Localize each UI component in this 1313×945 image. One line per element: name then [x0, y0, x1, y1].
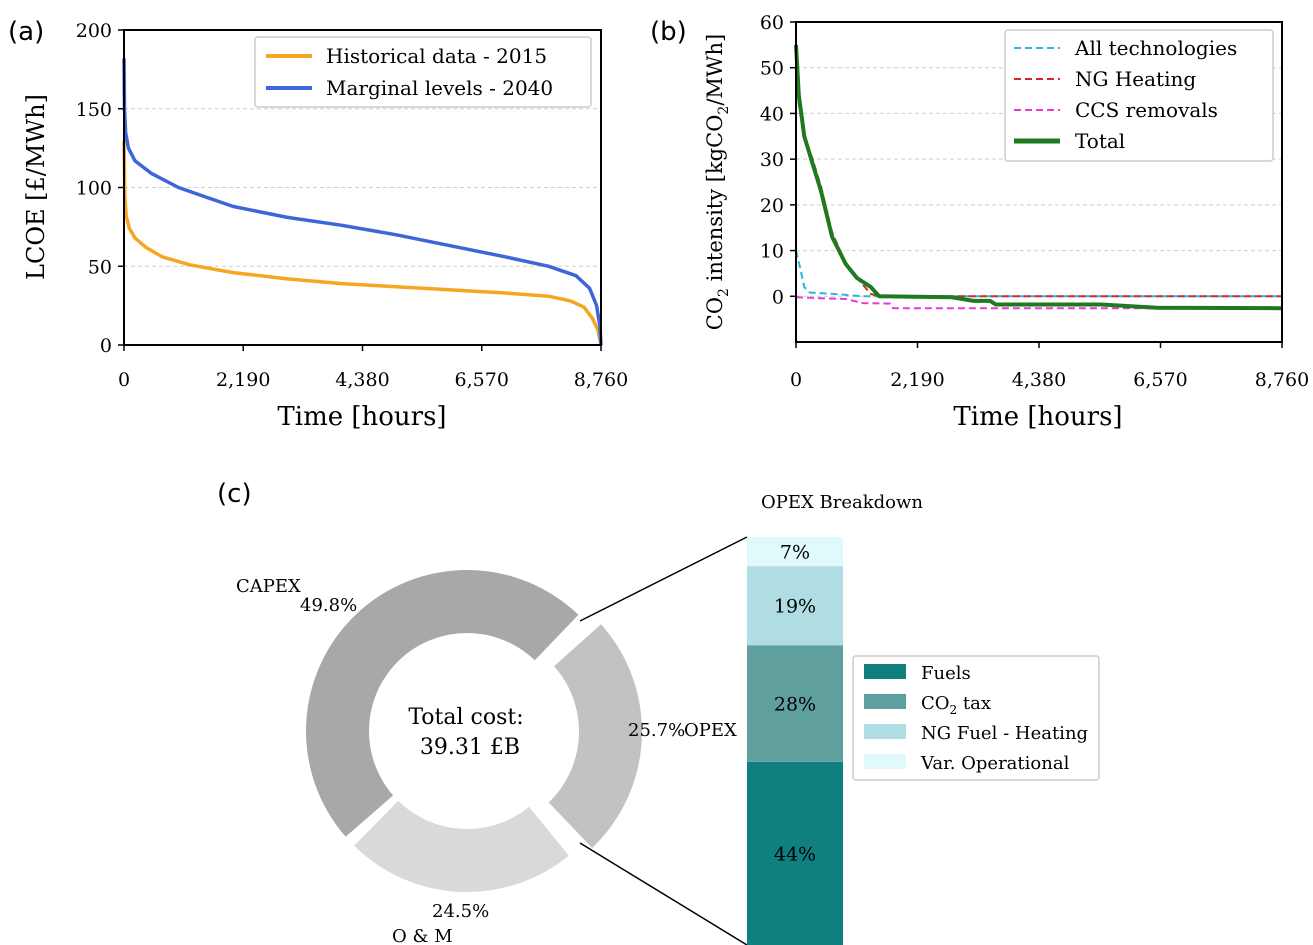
donut-slice-capex: [305, 569, 579, 837]
slice-value-opex: 25.7%: [628, 720, 685, 741]
x-tick-label: 4,380: [1012, 369, 1066, 391]
donut-slice-opex: [548, 624, 642, 848]
opex-legend: Fuels CO2 tax NG Fuel - Heating Var. Ope…: [852, 655, 1100, 781]
legend-label-ng-heating: NG Heating: [1075, 67, 1196, 91]
legend-label-total: Total: [1075, 129, 1125, 153]
panel-a-label: (a): [8, 17, 44, 47]
cost-donut: [305, 569, 642, 892]
legend-swatch-ng-fuel-heating: [864, 724, 906, 739]
legend-swatch-var-operational: [864, 754, 906, 769]
bar-segment-var-operational: [747, 537, 843, 567]
opex-stacked-bar: 44% 28% 19% 7%: [747, 537, 843, 945]
panel-b-series: [794, 44, 1283, 311]
y-tick-label: 0: [772, 286, 784, 308]
y-tick-label: 200: [76, 20, 112, 42]
y-tick-label: 100: [76, 178, 112, 200]
legend-label-co2-tax: CO2 tax: [921, 693, 991, 717]
slice-name-om: O & M: [392, 926, 453, 945]
legend-label-marginal: Marginal levels - 2040: [326, 76, 553, 100]
panel-b-legend-box: [1004, 29, 1274, 162]
y-tick-label: 0: [100, 335, 112, 357]
x-tick-label: 2,190: [216, 369, 270, 391]
y-tick-label: 20: [760, 195, 784, 217]
panel-a-ylabel: LCOE [£/MWh]: [22, 94, 50, 280]
legend-label-all-technologies: All technologies: [1074, 36, 1237, 60]
slice-value-om: 24.5%: [432, 901, 489, 922]
x-tick-label: 4,380: [335, 369, 389, 391]
bar-segment-label: 44%: [774, 843, 816, 865]
bar-segment-ng-fuel-heating: [747, 566, 843, 646]
x-tick-label: 8,760: [1255, 369, 1309, 391]
panel-b: (b) 0 10 20 30 40 50 60 0 2,190 4,380 6,570 8,760 T…: [650, 12, 1309, 432]
legend-label-ccs-removals: CCS removals: [1075, 98, 1218, 122]
legend-label-fuels: Fuels: [921, 663, 971, 684]
panel-a-xlabel: Time [hours]: [277, 402, 446, 432]
x-tick-label: 6,570: [1133, 369, 1187, 391]
connector-line-bottom: [579, 842, 748, 945]
slice-name-capex: CAPEX: [236, 576, 301, 597]
opex-legend-box: [852, 655, 1100, 781]
y-tick-label: 30: [760, 149, 784, 171]
x-tick-label: 0: [118, 369, 130, 391]
legend-swatch-co2-tax: [864, 694, 906, 709]
panel-a: (a) 0 50 100 150 200 0 2,190 4,380 6,570 8,760 Ti…: [8, 17, 628, 432]
series-line-all-technologies: [795, 250, 1282, 298]
y-tick-label: 60: [760, 12, 784, 34]
panel-b-ticks: 0 10 20 30 40 50 60 0 2,190 4,380 6,570 8,760: [760, 12, 1309, 391]
panel-b-label: (b): [650, 17, 687, 47]
opex-breakdown-title: OPEX Breakdown: [761, 492, 923, 513]
y-tick-label: 150: [76, 99, 112, 121]
bar-segment-label: 7%: [780, 542, 810, 564]
slice-value-capex: 49.8%: [300, 595, 357, 616]
panel-b-ylabel: CO2 intensity [kgCO2/MWh]: [703, 34, 732, 330]
series-line-ccs-removals: [795, 296, 1282, 310]
series-line-marginal-levels-2040: [122, 58, 603, 346]
legend-label-historical: Historical data - 2015: [326, 44, 547, 68]
y-tick-label: 50: [760, 58, 784, 80]
panel-b-legend: All technologies NG Heating CCS removals…: [1004, 29, 1274, 162]
x-tick-label: 8,760: [574, 369, 628, 391]
legend-label-ng-fuel-heating: NG Fuel - Heating: [921, 723, 1088, 744]
series-line-historical-data-2015: [122, 140, 603, 346]
x-tick-label: 0: [790, 369, 802, 391]
panel-c: (c) Total cost: 39.31 £B CAPEX 49.8% 24.…: [217, 479, 1100, 945]
panel-b-xlabel: Time [hours]: [953, 402, 1122, 432]
y-tick-label: 10: [760, 241, 784, 263]
bar-segment-fuels: [747, 761, 843, 945]
bar-segment-label: 28%: [774, 694, 816, 716]
legend-swatch-fuels: [864, 664, 906, 679]
panel-a-series: [122, 58, 603, 346]
slice-name-opex: OPEX: [684, 720, 737, 741]
panel-a-ticks: 0 50 100 150 200 0 2,190 4,380 6,570 8,760: [76, 20, 628, 391]
donut-center-label-2: 39.31 £B: [420, 735, 520, 760]
legend-label-var-operational: Var. Operational: [920, 753, 1070, 774]
series-line-total: [794, 44, 1283, 311]
x-tick-label: 6,570: [455, 369, 509, 391]
connector-line-top: [579, 536, 748, 622]
bar-segment-label: 19%: [774, 596, 816, 618]
y-tick-label: 50: [88, 256, 112, 278]
panel-a-legend-box: [254, 36, 592, 108]
panel-a-legend: Historical data - 2015 Marginal levels -…: [254, 36, 592, 108]
panel-c-label: (c): [217, 479, 252, 509]
donut-slice-o-m: [354, 800, 569, 892]
bar-segment-co2-tax: [747, 645, 843, 762]
y-tick-label: 40: [760, 103, 784, 125]
donut-center-label-1: Total cost:: [408, 705, 523, 730]
x-tick-label: 2,190: [890, 369, 944, 391]
